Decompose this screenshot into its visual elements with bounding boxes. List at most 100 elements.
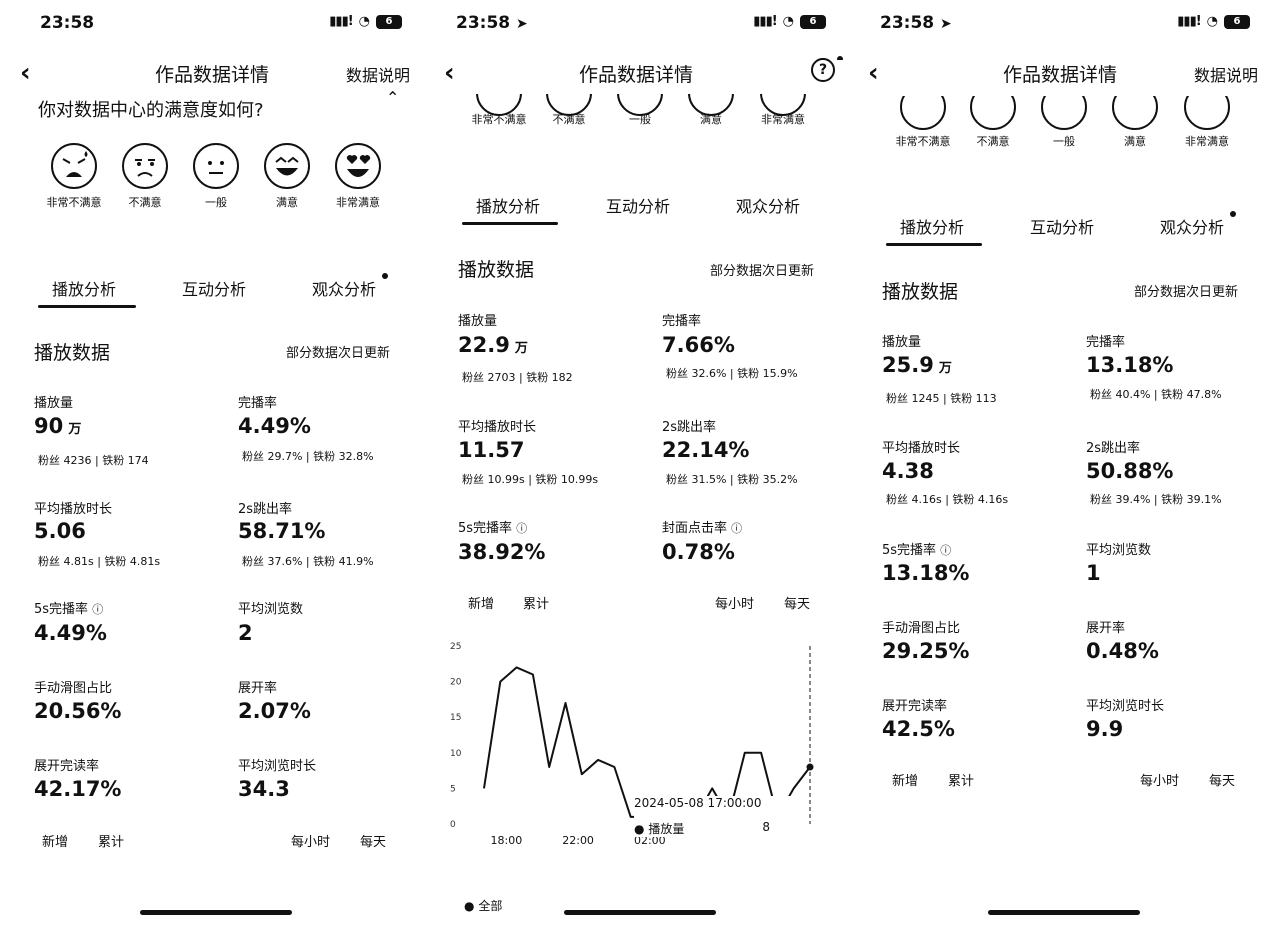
face-label: 非常满意 bbox=[336, 196, 380, 209]
chart-legend[interactable]: ● 全部 bbox=[464, 897, 502, 914]
x-tick-label: 18:00 bbox=[491, 834, 523, 847]
toggle-hourly[interactable]: 每小时 bbox=[715, 597, 755, 612]
tab-interaction-analysis[interactable]: 互动分析 bbox=[1030, 218, 1095, 237]
data-explain-link[interactable]: 数据说明 bbox=[345, 66, 410, 85]
page-title: 作品数据详情 bbox=[1002, 64, 1117, 86]
metric-label: 2s跳出率 bbox=[1086, 441, 1141, 456]
very-satisfied-face-icon[interactable] bbox=[335, 143, 381, 189]
metric-label: 封面点击率 ⓘ bbox=[662, 521, 743, 536]
toggle-daily[interactable]: 每天 bbox=[1209, 774, 1236, 789]
toggle-cumulative[interactable]: 累计 bbox=[98, 835, 125, 850]
collapse-icon[interactable]: ⌃ bbox=[386, 88, 400, 107]
signal-icon: ▮▮▮! bbox=[753, 14, 777, 29]
very-dissatisfied-face-icon[interactable] bbox=[51, 143, 97, 189]
info-icon[interactable]: ⓘ bbox=[92, 603, 104, 616]
face-label: 满意 bbox=[1124, 135, 1146, 148]
face-label: 不满意 bbox=[976, 135, 1010, 148]
location-icon: ➤ bbox=[940, 16, 952, 32]
data-explain-link[interactable]: 数据说明 bbox=[1193, 66, 1258, 85]
metric-value: 13.18% bbox=[1086, 353, 1174, 377]
satisfied-face-icon[interactable] bbox=[264, 143, 310, 189]
tab-play-analysis[interactable]: 播放分析 bbox=[52, 280, 117, 299]
section-title: 播放数据 bbox=[458, 259, 535, 281]
wifi-icon: ◔ bbox=[782, 14, 794, 29]
metric-label: 播放量 bbox=[882, 335, 922, 350]
wifi-icon: ◔ bbox=[358, 14, 370, 29]
metric-sub: 粉丝 2703 | 铁粉 182 bbox=[462, 371, 573, 384]
tab-audience-analysis[interactable]: 观众分析 bbox=[736, 197, 801, 216]
hover-point bbox=[806, 763, 814, 771]
metric-value: 50.88% bbox=[1086, 459, 1174, 483]
back-button[interactable]: ‹ bbox=[868, 58, 879, 88]
help-icon-overlay: ? bbox=[811, 58, 835, 82]
legend-dot-icon: ● bbox=[464, 899, 475, 913]
metric-label: 2s跳出率 bbox=[662, 420, 717, 435]
metric-sub: 粉丝 4.81s | 铁粉 4.81s bbox=[38, 555, 161, 568]
metric-sub: 粉丝 29.7% | 铁粉 32.8% bbox=[242, 450, 374, 463]
y-tick-label: 5 bbox=[450, 784, 456, 794]
tab-audience-analysis[interactable]: 观众分析 bbox=[312, 280, 377, 299]
metric-sub: 粉丝 39.4% | 铁粉 39.1% bbox=[1090, 493, 1222, 506]
face-label: 一般 bbox=[629, 113, 651, 126]
neutral-face-icon[interactable] bbox=[193, 143, 239, 189]
metric-sub: 粉丝 10.99s | 铁粉 10.99s bbox=[462, 473, 599, 486]
metric-label: 平均浏览数 bbox=[238, 602, 304, 617]
toggle-new[interactable]: 新增 bbox=[42, 835, 69, 850]
home-indicator bbox=[140, 910, 292, 915]
signal-icon: ▮▮▮! bbox=[1177, 14, 1201, 29]
metric-label: 播放量 bbox=[458, 314, 498, 329]
info-icon[interactable]: ⓘ bbox=[731, 522, 743, 535]
toggle-hourly[interactable]: 每小时 bbox=[1140, 774, 1180, 789]
status-icons: ▮▮▮! ◔ 6 bbox=[1177, 14, 1250, 29]
metric-value: 42.5% bbox=[882, 717, 955, 741]
metric-value: 38.92% bbox=[458, 540, 546, 564]
page-title: 作品数据详情 bbox=[154, 64, 269, 86]
panel-3: 23:58 ➤ ▮▮▮! ◔ 6 非常不满意 不满意 一般 满意 非常满意 ‹ … bbox=[848, 0, 1272, 925]
info-icon[interactable]: ⓘ bbox=[940, 544, 952, 557]
y-tick-label: 25 bbox=[450, 642, 461, 652]
metric-sub: 粉丝 4236 | 铁粉 174 bbox=[38, 454, 149, 467]
metric-value: 34.3 bbox=[238, 777, 290, 801]
metric-sub: 粉丝 31.5% | 铁粉 35.2% bbox=[666, 473, 798, 486]
metric-sub: 粉丝 1245 | 铁粉 113 bbox=[886, 392, 997, 405]
face-label: 满意 bbox=[276, 196, 298, 209]
toggle-daily[interactable]: 每天 bbox=[784, 597, 811, 612]
section-title: 播放数据 bbox=[34, 342, 111, 364]
face-label: 非常不满意 bbox=[46, 196, 102, 209]
tab-interaction-analysis[interactable]: 互动分析 bbox=[182, 280, 247, 299]
back-button-overlay: ‹ bbox=[444, 58, 455, 88]
face-label: 非常满意 bbox=[1185, 135, 1229, 148]
metric-label: 展开完读率 bbox=[882, 699, 948, 714]
x-tick-label: 22:00 bbox=[562, 834, 594, 847]
metric-label: 手动滑图占比 bbox=[882, 621, 961, 636]
tab-play-analysis[interactable]: 播放分析 bbox=[476, 197, 541, 216]
back-button[interactable]: ‹ bbox=[20, 58, 31, 88]
status-time: 23:58 ➤ bbox=[456, 13, 528, 33]
dissatisfied-face-icon[interactable] bbox=[122, 143, 168, 189]
status-time: 23:58 ➤ bbox=[880, 13, 952, 33]
metric-label: 平均播放时长 bbox=[34, 502, 113, 517]
toggle-new[interactable]: 新增 bbox=[468, 597, 495, 612]
home-indicator bbox=[564, 910, 716, 915]
section-note: 部分数据次日更新 bbox=[286, 346, 391, 361]
metric-label: 完播率 bbox=[662, 314, 702, 329]
tab-play-analysis[interactable]: 播放分析 bbox=[900, 218, 965, 237]
notification-dot bbox=[382, 273, 388, 279]
metric-label: 平均播放时长 bbox=[458, 420, 537, 435]
tab-interaction-analysis[interactable]: 互动分析 bbox=[606, 197, 671, 216]
metric-value: 42.17% bbox=[34, 777, 122, 801]
toggle-daily[interactable]: 每天 bbox=[360, 835, 387, 850]
toggle-cumulative[interactable]: 累计 bbox=[523, 597, 550, 612]
tooltip-series: 播放量 bbox=[648, 822, 685, 836]
play-volume-chart[interactable]: 0 5 10 15 20 25 18:00 22:00 02:00 bbox=[440, 630, 840, 860]
metric-value: 9.9 bbox=[1086, 717, 1124, 741]
toggle-hourly[interactable]: 每小时 bbox=[291, 835, 331, 850]
tab-audience-analysis[interactable]: 观众分析 bbox=[1160, 218, 1225, 237]
toggle-new[interactable]: 新增 bbox=[892, 774, 919, 789]
legend-label: 全部 bbox=[478, 899, 503, 913]
section-note: 部分数据次日更新 bbox=[1134, 285, 1239, 300]
tab-underline bbox=[462, 222, 558, 225]
face-label: 一般 bbox=[1053, 135, 1075, 148]
toggle-cumulative[interactable]: 累计 bbox=[948, 774, 975, 789]
info-icon[interactable]: ⓘ bbox=[516, 522, 528, 535]
